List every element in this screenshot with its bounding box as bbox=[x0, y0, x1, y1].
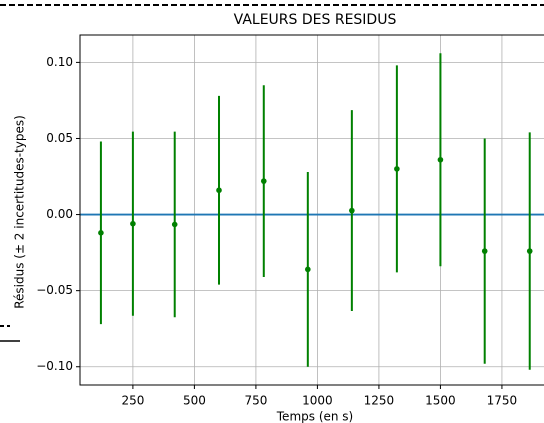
data-point bbox=[437, 156, 444, 163]
x-tick-label: 1000 bbox=[302, 394, 333, 408]
data-point bbox=[130, 220, 136, 227]
y-tick-label: 0.10 bbox=[46, 55, 73, 69]
data-point bbox=[526, 248, 533, 254]
x-axis-label: Temps (en s) bbox=[276, 410, 353, 423]
data-point bbox=[349, 207, 355, 214]
y-tick-label: −0.10 bbox=[36, 359, 73, 373]
data-point bbox=[260, 178, 267, 184]
x-tick-label: 250 bbox=[121, 394, 144, 408]
x-tick-label: 1500 bbox=[425, 394, 456, 408]
x-tick-label: 500 bbox=[183, 394, 206, 408]
data-point bbox=[305, 266, 311, 273]
y-axis-label: Résidus (± 2 incertitudes-types) bbox=[13, 115, 27, 309]
chart-title: VALEURS DES RESIDUS bbox=[234, 12, 397, 28]
axes-frame bbox=[79, 34, 544, 386]
data-point bbox=[394, 166, 400, 172]
data-point bbox=[481, 248, 488, 254]
data-point bbox=[216, 187, 222, 194]
y-tick-label: 0.05 bbox=[46, 131, 73, 145]
y-tick-label: −0.05 bbox=[36, 283, 73, 297]
x-tick-label: 750 bbox=[244, 394, 267, 408]
x-tick-label: 1750 bbox=[487, 394, 518, 408]
data-point bbox=[171, 221, 178, 228]
x-tick-label: 1250 bbox=[364, 394, 395, 408]
y-tick-label: 0.00 bbox=[46, 207, 73, 221]
data-point bbox=[98, 230, 104, 236]
